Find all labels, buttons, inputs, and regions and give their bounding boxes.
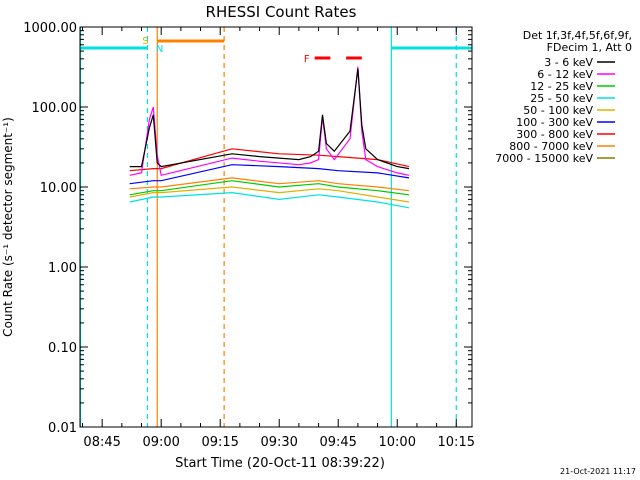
- legend-label: 12 - 25 keV: [530, 80, 593, 93]
- plot-area: SN F: [79, 27, 472, 427]
- night-marker-label: N: [156, 44, 163, 55]
- y-tick-label: 1000.00: [23, 21, 77, 36]
- legend-label: 3 - 6 keV: [544, 56, 593, 69]
- y-axis: 0.01 0.10 1.00 10.00 100.00 1000.00: [23, 21, 472, 436]
- y-tick-label: 100.00: [32, 101, 78, 116]
- legend-label: 300 - 800 keV: [516, 128, 593, 141]
- legend-label: 100 - 300 keV: [516, 116, 593, 129]
- legend-header-line-2: FDecim 1, Att 0: [547, 41, 632, 54]
- y-tick-label: 1.00: [48, 261, 77, 276]
- legend-label: 800 - 7000 keV: [509, 140, 593, 153]
- series-line-1: [129, 66, 410, 177]
- series-line-0: [129, 68, 410, 170]
- series-line-4: [129, 186, 410, 203]
- y-axis-label: Count Rate (s⁻¹ detector segment⁻¹): [1, 117, 15, 337]
- x-tick-label: 10:15: [438, 435, 475, 450]
- x-axis: 08:45 09:00 09:15 09:30 09:45 10:00 10:15: [81, 27, 475, 450]
- plot-frame: [79, 26, 473, 428]
- x-tick-label: 08:45: [83, 435, 120, 450]
- legend-header-line-1: Det 1f,3f,4f,5f,6f,9f,: [523, 29, 632, 42]
- legend-label: 6 - 12 keV: [537, 68, 593, 81]
- x-tick-label: 09:00: [142, 435, 179, 450]
- series-line-7: [129, 177, 410, 192]
- y-tick-label: 0.10: [48, 341, 77, 356]
- series-line-5: [129, 164, 410, 185]
- series-line-3: [129, 191, 410, 209]
- legend-label: 7000 - 15000 keV: [495, 152, 593, 165]
- saa-marker-label: S: [142, 36, 148, 47]
- series-line-6: [129, 148, 410, 172]
- footer-date: 21-Oct-2021 11:17: [560, 467, 636, 476]
- flare-marker-label: F: [304, 54, 310, 65]
- legend-label: 50 - 100 keV: [523, 104, 593, 117]
- x-tick-label: 09:15: [201, 435, 238, 450]
- chart-title: RHESSI Count Rates: [206, 3, 357, 21]
- y-tick-label: 0.01: [48, 421, 77, 436]
- legend: Det 1f,3f,4f,5f,6f,9f, FDecim 1, Att 0 3…: [495, 29, 632, 165]
- legend-label: 25 - 50 keV: [530, 92, 593, 105]
- y-tick-label: 10.00: [40, 181, 77, 196]
- x-tick-label: 09:30: [260, 435, 297, 450]
- x-tick-label: 10:00: [379, 435, 416, 450]
- series-line-2: [129, 180, 410, 196]
- x-axis-label: Start Time (20-Oct-11 08:39:22): [175, 456, 385, 471]
- x-tick-label: 09:45: [319, 435, 356, 450]
